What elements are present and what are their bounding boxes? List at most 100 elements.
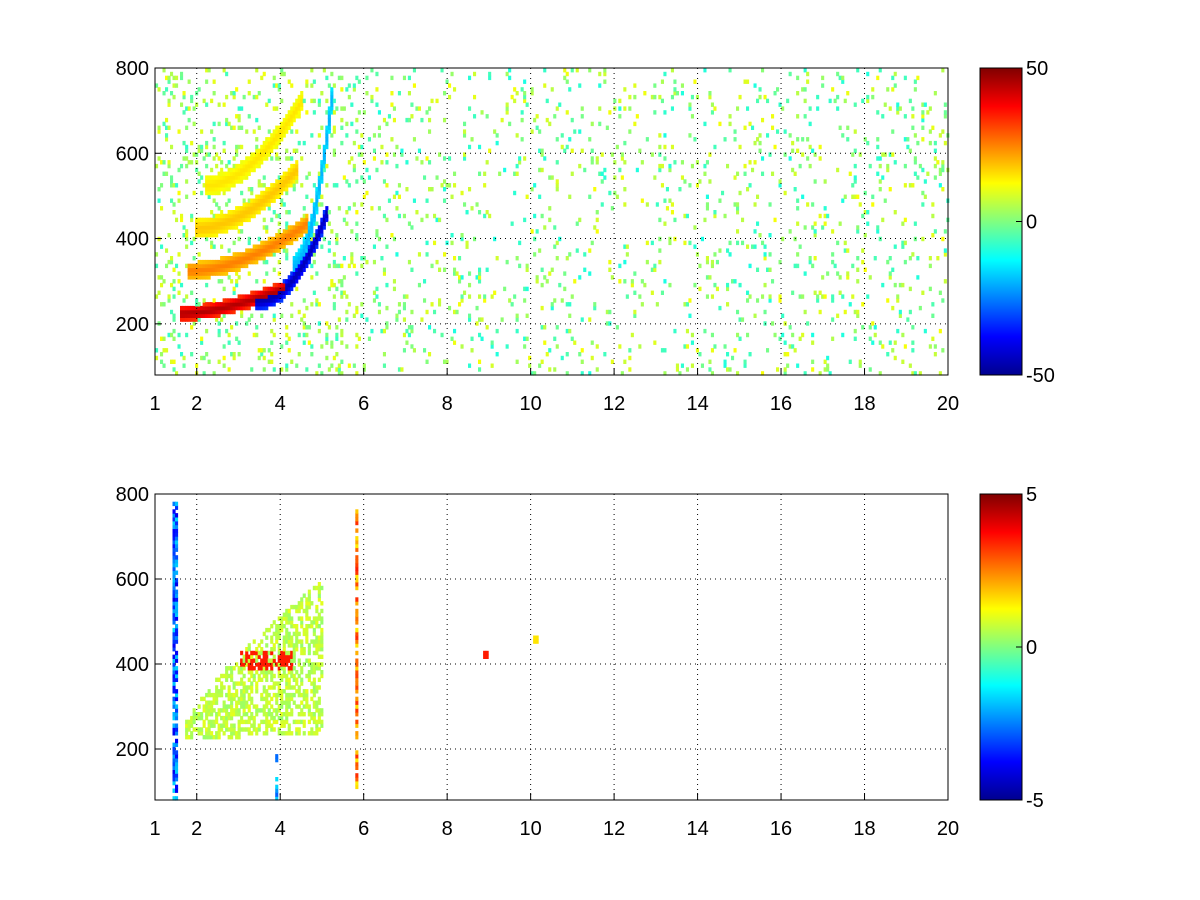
heatmap-cell bbox=[340, 359, 344, 364]
heatmap-cell bbox=[175, 666, 179, 671]
heatmap-cell bbox=[480, 336, 484, 341]
heatmap-cell bbox=[320, 171, 324, 176]
heatmap-cell bbox=[285, 171, 289, 176]
heatmap-cell bbox=[285, 367, 289, 372]
heatmap-cell bbox=[708, 152, 712, 157]
heatmap-cell bbox=[195, 313, 199, 318]
heatmap-cell bbox=[247, 643, 251, 648]
heatmap-cell bbox=[302, 321, 306, 326]
heatmap-cell bbox=[262, 152, 266, 157]
heatmap-cell bbox=[941, 236, 945, 242]
heatmap-cell bbox=[287, 236, 291, 242]
heatmap-cell bbox=[277, 282, 281, 288]
heatmap-cell bbox=[172, 574, 176, 579]
heatmap-cell bbox=[593, 302, 597, 307]
heatmap-cell bbox=[525, 286, 529, 292]
heatmap-cell bbox=[227, 696, 231, 702]
heatmap-cell bbox=[655, 302, 659, 307]
heatmap-cell bbox=[207, 221, 211, 226]
heatmap-cell bbox=[260, 662, 264, 667]
heatmap-cell bbox=[257, 355, 261, 361]
heatmap-cell bbox=[280, 290, 284, 295]
heatmap-cell bbox=[197, 305, 201, 311]
heatmap-cell bbox=[222, 225, 226, 230]
heatmap-cell bbox=[650, 267, 654, 272]
heatmap-cell bbox=[170, 179, 174, 184]
heatmap-cell bbox=[738, 144, 742, 150]
heatmap-cell bbox=[535, 275, 539, 280]
heatmap-cell bbox=[856, 279, 860, 284]
heatmap-cell bbox=[342, 217, 346, 223]
heatmap-cell bbox=[222, 719, 226, 725]
heatmap-cell bbox=[911, 325, 915, 330]
heatmap-cell bbox=[683, 213, 687, 219]
heatmap-cell bbox=[543, 340, 547, 345]
heatmap-cell bbox=[185, 148, 189, 153]
heatmap-cell bbox=[668, 282, 672, 288]
heatmap-cell bbox=[453, 87, 457, 92]
heatmap-cell bbox=[412, 137, 416, 142]
heatmap-cell bbox=[513, 190, 517, 196]
heatmap-cell bbox=[758, 133, 762, 138]
heatmap-cell bbox=[202, 371, 206, 376]
heatmap-cell bbox=[287, 670, 291, 675]
heatmap-cell bbox=[355, 765, 359, 770]
heatmap-cell bbox=[267, 708, 271, 713]
heatmap-cell bbox=[222, 213, 226, 219]
heatmap-cell bbox=[227, 332, 231, 338]
heatmap-cell bbox=[297, 727, 301, 732]
heatmap-cell bbox=[295, 604, 299, 610]
heatmap-cell bbox=[237, 175, 241, 180]
heatmap-cell bbox=[170, 91, 174, 96]
heatmap-cell bbox=[658, 144, 662, 150]
heatmap-cell bbox=[215, 213, 219, 219]
heatmap-cell bbox=[568, 194, 572, 199]
heatmap-cell bbox=[247, 248, 251, 253]
heatmap-cell bbox=[235, 259, 239, 265]
heatmap-cell bbox=[230, 735, 234, 740]
heatmap-cell bbox=[285, 125, 289, 130]
heatmap-cell bbox=[330, 94, 334, 100]
heatmap-cell bbox=[856, 309, 860, 315]
heatmap-cell bbox=[758, 87, 762, 92]
heatmap-cell bbox=[192, 317, 196, 322]
heatmap-cell bbox=[297, 631, 301, 637]
heatmap-cell bbox=[260, 144, 264, 150]
heatmap-cell bbox=[595, 210, 599, 215]
heatmap-cell bbox=[533, 252, 537, 257]
heatmap-cell bbox=[227, 175, 231, 180]
heatmap-cell bbox=[325, 183, 329, 188]
heatmap-cell bbox=[382, 328, 386, 334]
heatmap-cell bbox=[312, 719, 316, 725]
heatmap-cell bbox=[172, 604, 176, 610]
heatmap-cell bbox=[310, 229, 314, 234]
heatmap-cell bbox=[217, 221, 221, 226]
heatmap-cell bbox=[180, 309, 184, 315]
heatmap-cell bbox=[285, 279, 289, 284]
heatmap-cell bbox=[435, 259, 439, 265]
heatmap-cell bbox=[265, 654, 269, 659]
heatmap-cell bbox=[190, 305, 194, 311]
heatmap-cell bbox=[280, 187, 284, 192]
heatmap-cell bbox=[277, 129, 281, 134]
heatmap-cell bbox=[713, 252, 717, 257]
heatmap-cell bbox=[185, 156, 189, 161]
heatmap-cell bbox=[287, 290, 291, 295]
heatmap-cell bbox=[570, 171, 574, 176]
heatmap-cell bbox=[240, 256, 244, 261]
heatmap-cell bbox=[237, 210, 241, 215]
heatmap-cell bbox=[322, 210, 326, 215]
heatmap-cell bbox=[175, 582, 179, 587]
heatmap-cell bbox=[267, 248, 271, 253]
heatmap-cell bbox=[841, 79, 845, 84]
heatmap-cell bbox=[235, 681, 239, 686]
heatmap-cell bbox=[893, 210, 897, 215]
heatmap-cell bbox=[207, 700, 211, 705]
heatmap-cell bbox=[355, 773, 359, 778]
heatmap-cell bbox=[297, 639, 301, 644]
heatmap-cell bbox=[315, 233, 319, 238]
heatmap-cell bbox=[205, 221, 209, 226]
heatmap-cell bbox=[352, 202, 356, 207]
heatmap-cell bbox=[420, 317, 424, 322]
heatmap-cell bbox=[212, 267, 216, 272]
